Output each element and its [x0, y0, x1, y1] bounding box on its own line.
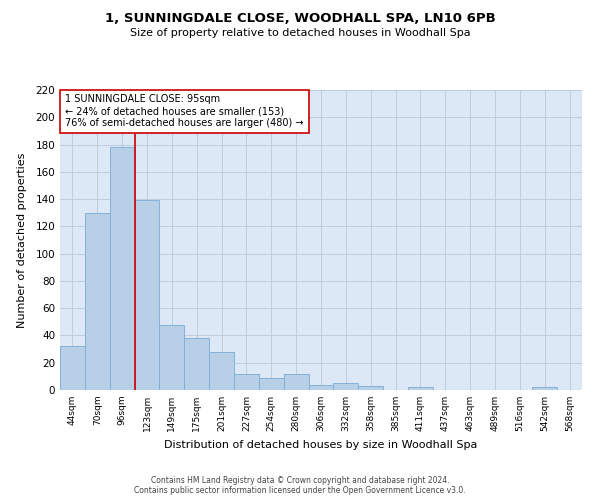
- Text: Size of property relative to detached houses in Woodhall Spa: Size of property relative to detached ho…: [130, 28, 470, 38]
- Text: Contains public sector information licensed under the Open Government Licence v3: Contains public sector information licen…: [134, 486, 466, 495]
- Text: Contains HM Land Registry data © Crown copyright and database right 2024.: Contains HM Land Registry data © Crown c…: [151, 476, 449, 485]
- Bar: [532, 388, 557, 390]
- Bar: [284, 374, 308, 390]
- Bar: [209, 352, 234, 390]
- Bar: [134, 200, 160, 390]
- Bar: [234, 374, 259, 390]
- Bar: [259, 378, 284, 390]
- Text: 1 SUNNINGDALE CLOSE: 95sqm
← 24% of detached houses are smaller (153)
76% of sem: 1 SUNNINGDALE CLOSE: 95sqm ← 24% of deta…: [65, 94, 304, 128]
- Bar: [110, 148, 134, 390]
- Bar: [358, 386, 383, 390]
- Bar: [408, 388, 433, 390]
- Bar: [60, 346, 85, 390]
- Bar: [160, 324, 184, 390]
- Bar: [184, 338, 209, 390]
- Bar: [85, 212, 110, 390]
- Bar: [334, 383, 358, 390]
- Bar: [308, 384, 334, 390]
- X-axis label: Distribution of detached houses by size in Woodhall Spa: Distribution of detached houses by size …: [164, 440, 478, 450]
- Text: 1, SUNNINGDALE CLOSE, WOODHALL SPA, LN10 6PB: 1, SUNNINGDALE CLOSE, WOODHALL SPA, LN10…: [104, 12, 496, 26]
- Y-axis label: Number of detached properties: Number of detached properties: [17, 152, 27, 328]
